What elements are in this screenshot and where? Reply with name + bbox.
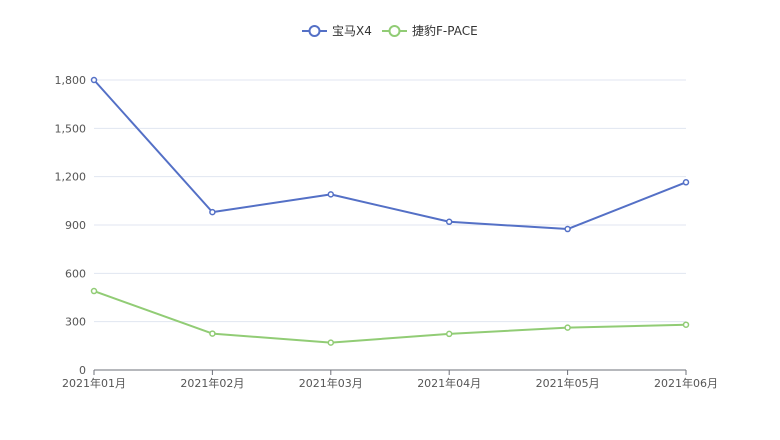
data-point[interactable] <box>682 179 690 186</box>
data-point[interactable] <box>564 324 571 331</box>
x-tick-label: 2021年04月 <box>417 376 481 390</box>
y-axis: 0 300 600 900 1,200 1,500 1,800 <box>55 74 87 377</box>
x-tick-label: 2021年02月 <box>180 376 244 390</box>
data-point[interactable] <box>90 76 98 84</box>
data-point[interactable] <box>209 330 216 337</box>
legend-marker-icon <box>308 25 321 37</box>
x-tick-label: 2021年03月 <box>299 376 363 390</box>
y-tick-label: 900 <box>65 219 86 232</box>
data-point[interactable] <box>327 339 335 346</box>
y-tick-label: 300 <box>65 316 86 329</box>
data-point[interactable] <box>564 225 571 233</box>
x-tick-label: 2021年06月 <box>654 376 718 390</box>
legend-item-1[interactable]: 宝马X4 <box>302 24 372 38</box>
series-2 <box>90 287 690 346</box>
y-tick-label: 1,800 <box>55 74 87 87</box>
y-tick-label: 600 <box>65 267 86 280</box>
data-point[interactable] <box>327 191 335 198</box>
x-tick-label: 2021年01月 <box>62 376 126 390</box>
legend[interactable]: 宝马X4 捷豹F-PACE <box>302 23 478 38</box>
data-point[interactable] <box>445 330 453 338</box>
legend-label: 宝马X4 <box>332 24 372 38</box>
series-line <box>93 290 687 344</box>
data-point[interactable] <box>682 321 690 328</box>
legend-label: 捷豹F-PACE <box>412 23 478 38</box>
series-group <box>90 76 690 346</box>
y-tick-label: 1,200 <box>55 171 87 184</box>
x-tick-label: 2021年05月 <box>536 376 600 390</box>
series-1 <box>90 76 690 233</box>
data-point[interactable] <box>209 208 216 216</box>
grid-lines <box>94 79 686 323</box>
data-point[interactable] <box>90 287 98 295</box>
y-tick-label: 0 <box>79 364 86 377</box>
legend-marker-icon <box>388 25 401 37</box>
series-line <box>93 79 687 231</box>
legend-item-2[interactable]: 捷豹F-PACE <box>382 23 478 38</box>
data-point[interactable] <box>445 218 453 226</box>
y-tick-label: 1,500 <box>55 122 87 135</box>
x-axis: 2021年01月 2021年02月 2021年03月 2021年04月 2021年05月… <box>62 369 718 390</box>
